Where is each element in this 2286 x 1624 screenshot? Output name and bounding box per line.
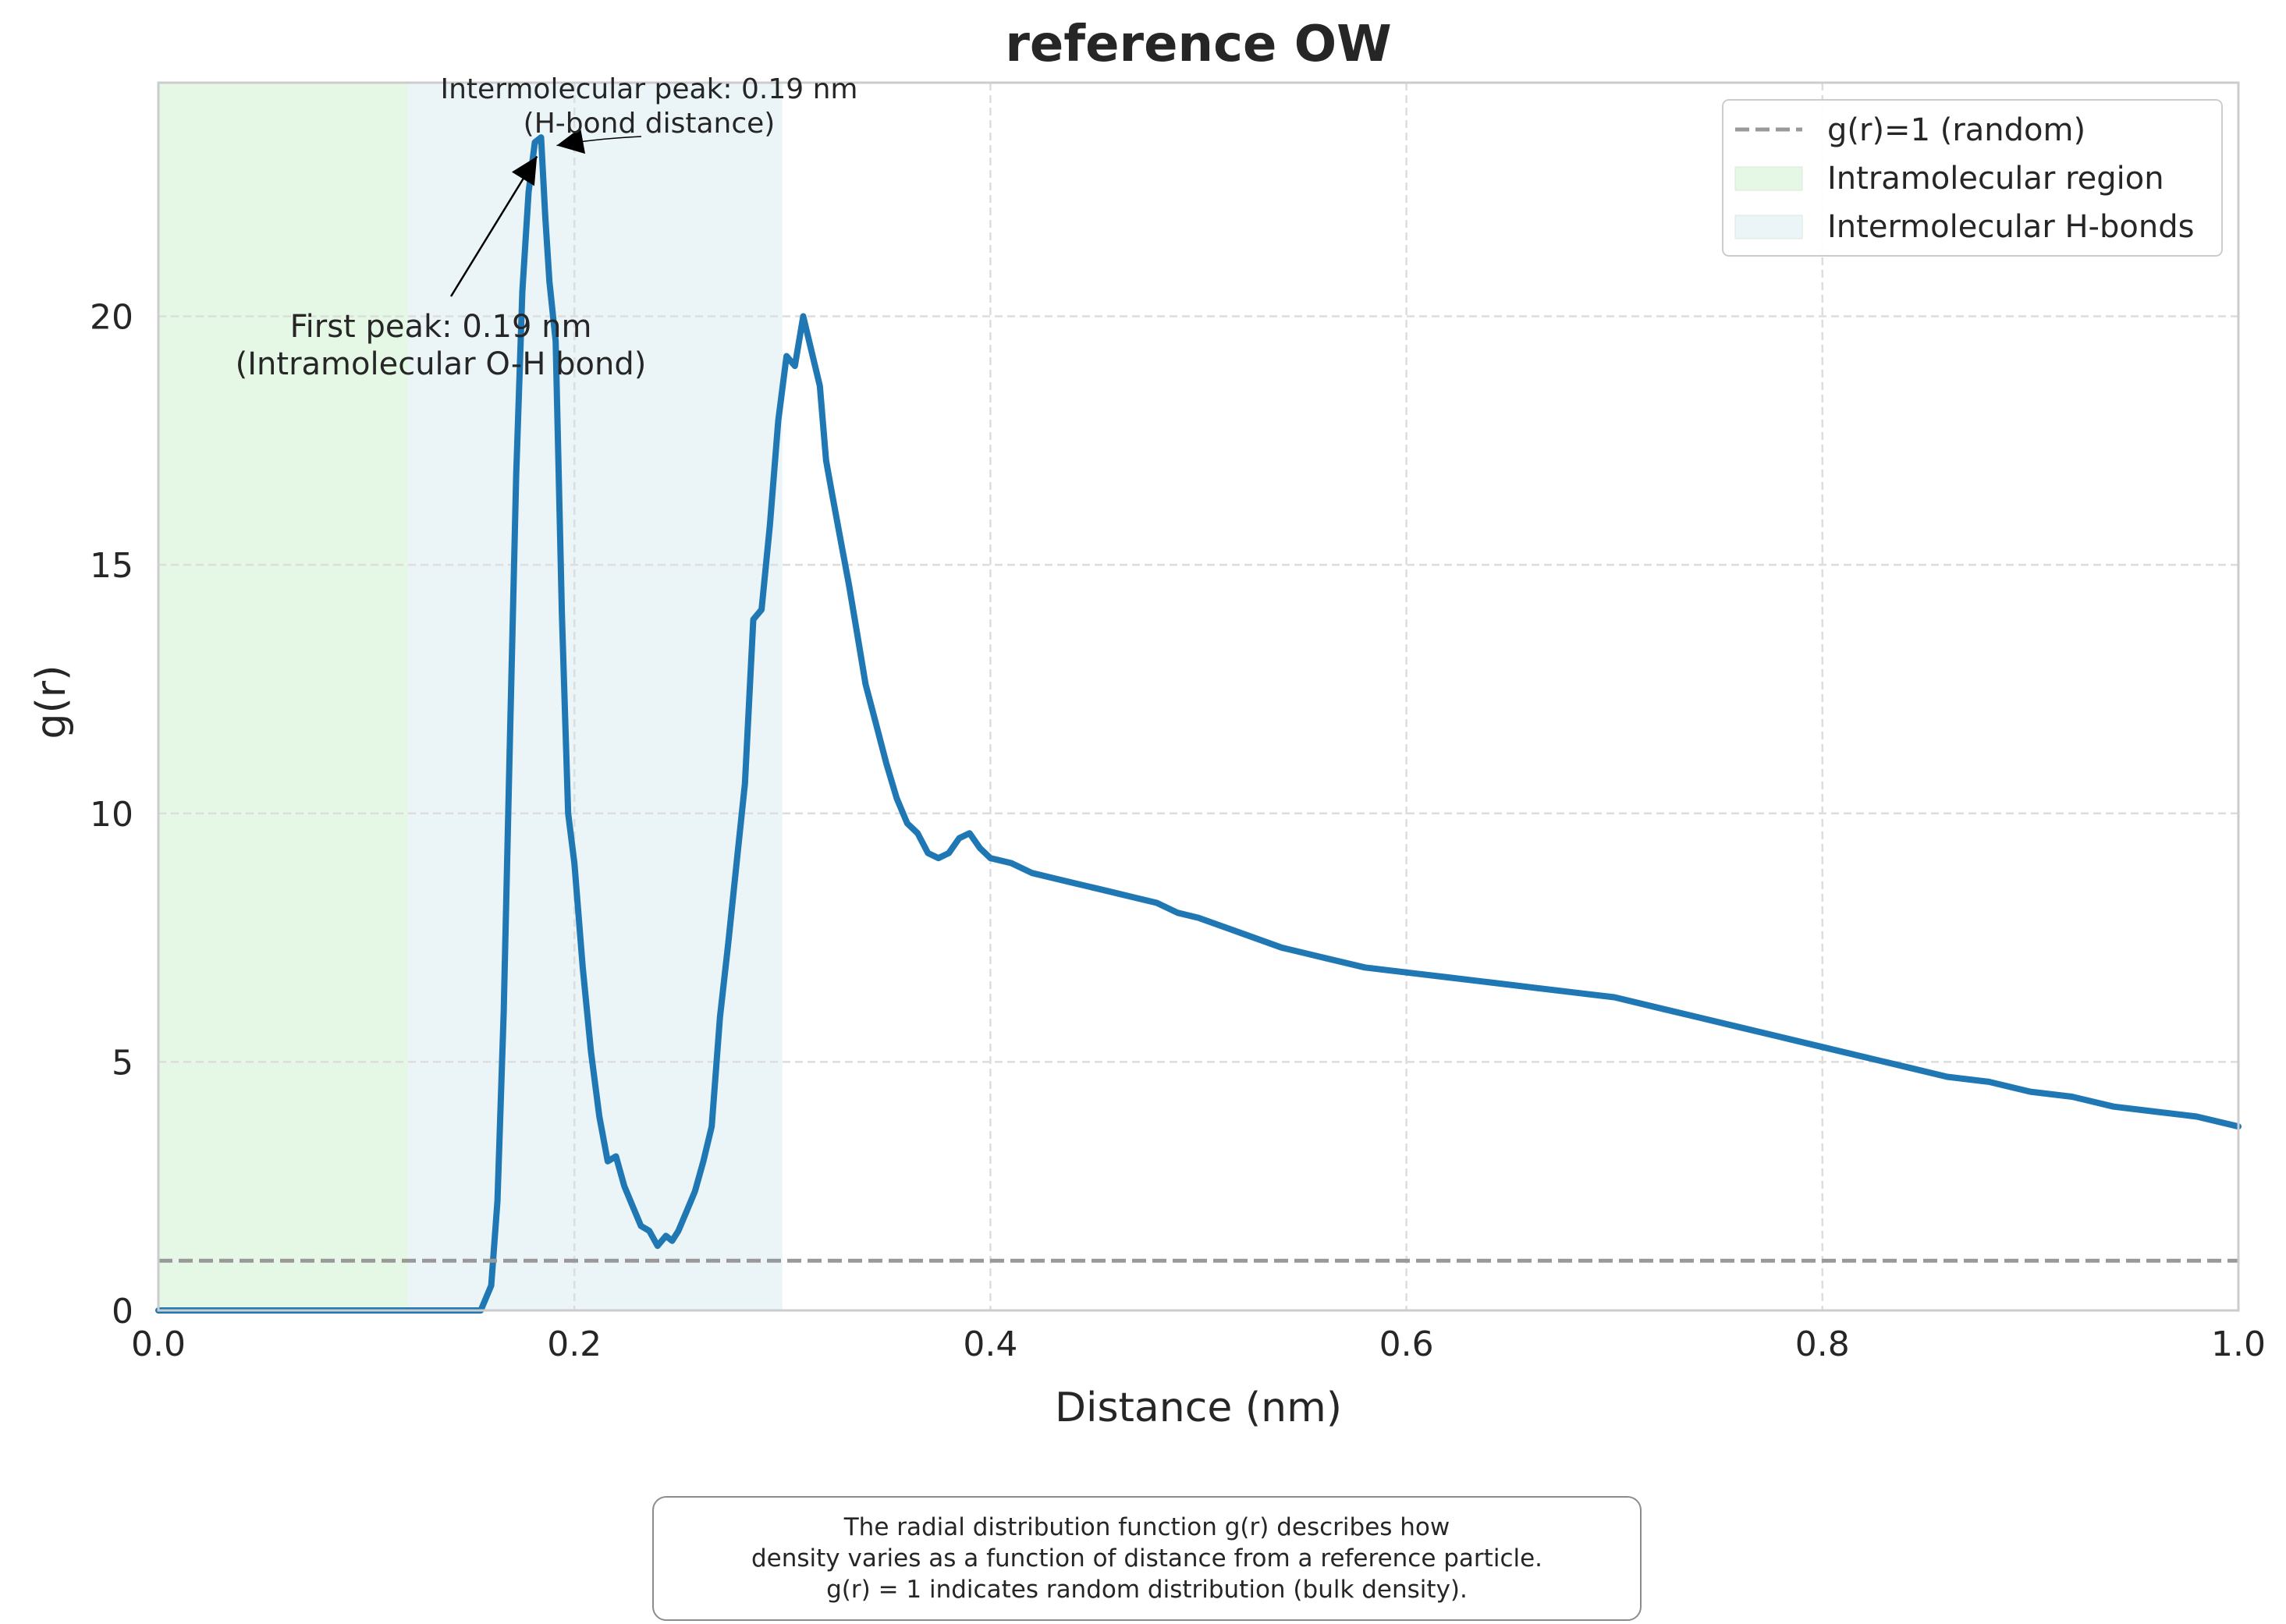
y-tick-label: 15 xyxy=(90,546,133,586)
x-tick-label: 0.2 xyxy=(547,1324,602,1364)
x-tick-label: 1.0 xyxy=(2211,1324,2266,1364)
annotation-arrow xyxy=(556,127,642,154)
x-tick-label: 0.6 xyxy=(1379,1324,1434,1364)
y-tick-label: 5 xyxy=(112,1043,133,1083)
x-tick-label: 0.0 xyxy=(131,1324,186,1364)
chart-title: reference OW xyxy=(1005,16,1391,73)
x-tick-label: 0.8 xyxy=(1795,1324,1850,1364)
plot-frame xyxy=(157,81,2240,1312)
caption-line: g(r) = 1 indicates random distribution (… xyxy=(826,1576,1468,1604)
rdf-series-line xyxy=(155,134,2242,1314)
annotation-first-peak-line1: First peak: 0.19 nm xyxy=(290,309,592,345)
annotation-intermolecular-peak-line2: (H-bond distance) xyxy=(524,108,776,140)
y-tick-label: 0 xyxy=(112,1292,133,1331)
annotations: First peak: 0.19 nm(Intramolecular O-H b… xyxy=(236,73,858,382)
y-axis-label: g(r) xyxy=(28,665,75,739)
caption-line: The radial distribution function g(r) de… xyxy=(843,1513,1450,1541)
grid-lines xyxy=(158,83,2238,1310)
axis-ticks: 0.0 0.2 0.4 0.6 0.8 1.0 0 5 10 15 20 xyxy=(90,298,2266,1364)
legend-label: Intermolecular H-bonds xyxy=(1827,209,2194,245)
annotation-intermolecular-peak-line1: Intermolecular peak: 0.19 nm xyxy=(441,73,858,105)
x-tick-label: 0.4 xyxy=(963,1324,1017,1364)
annotation-arrow xyxy=(449,155,538,297)
shaded-regions xyxy=(158,83,783,1310)
legend: g(r)=1 (random) Intramolecular region Inte… xyxy=(1722,99,2223,257)
legend-label: g(r)=1 (random) xyxy=(1827,112,2085,148)
legend-swatch-patch xyxy=(1734,215,1803,239)
legend-label: Intramolecular region xyxy=(1827,161,2164,197)
y-tick-label: 10 xyxy=(90,795,133,835)
caption-line: density varies as a function of distance… xyxy=(751,1544,1543,1573)
legend-frame xyxy=(1722,99,2223,257)
caption-box: The radial distribution function g(r) de… xyxy=(652,1496,1642,1621)
shaded-region xyxy=(158,83,408,1310)
y-tick-label: 20 xyxy=(90,298,133,338)
legend-swatch-patch xyxy=(1734,166,1803,191)
annotation-first-peak-line2: (Intramolecular O-H bond) xyxy=(236,346,647,382)
data-series xyxy=(155,134,2242,1314)
shaded-region xyxy=(407,83,783,1310)
x-axis-label: Distance (nm) xyxy=(1055,1385,1342,1431)
